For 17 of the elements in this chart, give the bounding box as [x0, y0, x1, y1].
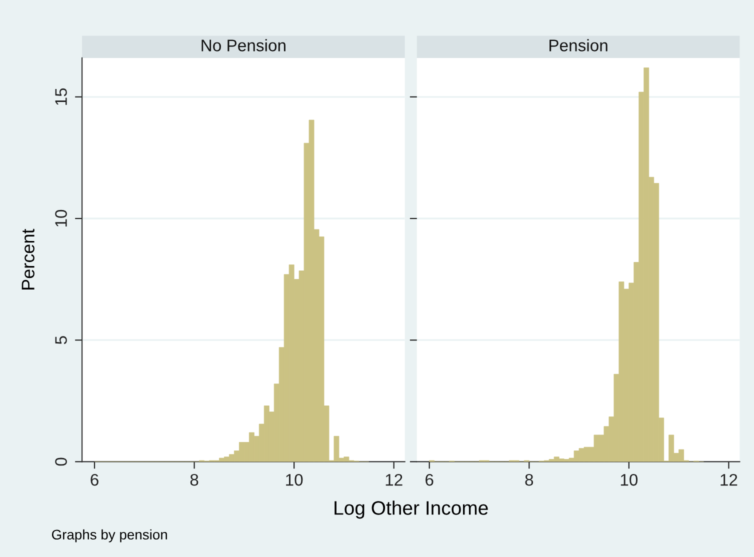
- x-axis-title: Log Other Income: [334, 500, 488, 519]
- x-tick-label: 10: [620, 474, 638, 486]
- chart-title: Pension: [550, 39, 608, 52]
- y-tick-label: 0: [55, 458, 67, 466]
- y-axis-title: Percent: [22, 228, 34, 290]
- text: Graphs by pension: [52, 529, 167, 542]
- x-tick-label: 6: [90, 474, 98, 486]
- y-tick-label: 15: [55, 88, 67, 105]
- chart-title: No Pension: [202, 39, 286, 52]
- y-tick-label: 5: [55, 336, 67, 344]
- x-tick-label: 8: [525, 474, 534, 486]
- x-tick-label: 8: [190, 474, 198, 486]
- x-tick-label: 10: [286, 474, 303, 486]
- x-tick-label: 6: [426, 474, 434, 486]
- x-tick-label: 12: [720, 474, 738, 486]
- x-tick-label: 12: [386, 474, 402, 486]
- y-tick-label: 10: [55, 210, 67, 226]
